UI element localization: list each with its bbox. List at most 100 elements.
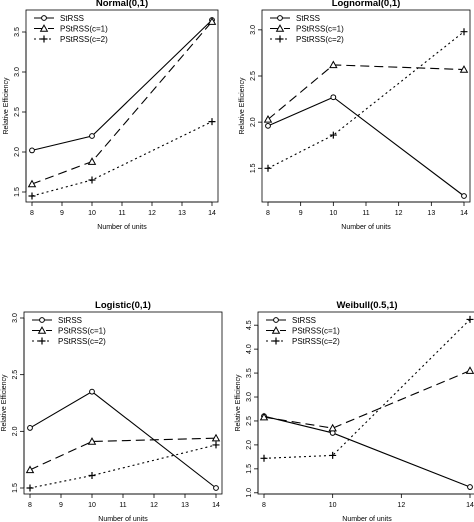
data-point: [89, 133, 95, 139]
data-point: [87, 157, 97, 165]
y-tick-label: 2.5: [246, 416, 253, 426]
chart-title: Logistic(0,1): [95, 300, 151, 311]
data-point: [465, 366, 474, 374]
data-point: [467, 484, 473, 490]
x-tick-label: 13: [181, 502, 189, 509]
legend-label: StRSS: [292, 316, 316, 325]
data-point: [329, 451, 337, 459]
data-point: [259, 412, 269, 421]
legend-label: StRSS: [296, 14, 320, 23]
series-2: [27, 17, 217, 188]
legend-label: PStRSS(c=2): [58, 337, 106, 346]
data-point: [260, 454, 268, 462]
y-tick-label: 3.0: [246, 392, 253, 402]
data-point: [89, 388, 95, 395]
data-point: [28, 192, 36, 200]
legend-label: PStRSS(c=1): [60, 25, 108, 34]
x-tick-label: 14: [208, 210, 216, 217]
x-tick-label: 14: [466, 502, 474, 509]
chart-title: Lognormal(0,1): [332, 0, 401, 9]
legend-label: StRSS: [60, 14, 84, 23]
x-tick-label: 9: [59, 502, 63, 509]
series-line: [29, 444, 217, 489]
legend-label: PStRSS(c=1): [58, 327, 106, 336]
data-point: [26, 484, 34, 492]
x-axis-label: Number of units: [98, 516, 148, 522]
y-tick-label: 2.5: [14, 107, 21, 117]
data-point: [27, 179, 37, 188]
x-axis-label: Number of units: [342, 516, 392, 522]
x-tick-label: 10: [329, 502, 337, 509]
legend-label: StRSS: [58, 316, 82, 325]
data-point: [208, 118, 216, 126]
y-tick-label: 2.0: [14, 147, 21, 157]
series-line: [263, 415, 471, 488]
chart-panel-1: Normal(0,1) 8 9 10 11 12 13 14 Number of units 1.…: [3, 0, 219, 231]
plot-frame: [25, 9, 219, 203]
legend-marker: [40, 35, 48, 43]
chart-panel-3: Logistic(0,1) 8 9 10 11 12 13 14 Number of units…: [1, 300, 223, 522]
x-tick-label: 8: [266, 210, 270, 217]
series-3: [26, 441, 220, 492]
x-axis-label: Number of units: [341, 224, 391, 231]
series-line: [31, 121, 213, 197]
data-point: [25, 465, 35, 474]
series-2: [259, 366, 474, 432]
y-axis-label: Relative Efficiency: [1, 374, 8, 432]
x-axis-label: Number of units: [97, 224, 147, 231]
x-tick-label: 11: [119, 502, 126, 509]
series-1: [29, 17, 215, 154]
x-tick-label: 8: [262, 502, 266, 509]
x-tick-label: 8: [28, 502, 32, 509]
data-point: [213, 485, 219, 491]
series-2: [25, 433, 221, 474]
y-tick-label: 3.5: [14, 27, 21, 37]
legend-marker: [271, 326, 281, 334]
series-line: [267, 96, 465, 197]
series-1: [265, 94, 467, 199]
chart-panel-2: Lognormal(0,1) 8 9 10 11 12 13 14 Number of unit…: [239, 0, 471, 231]
x-tick-label: 11: [118, 210, 125, 217]
plot-frame: [261, 9, 471, 203]
legend-marker: [41, 15, 47, 21]
series-line: [29, 391, 217, 489]
legend-marker: [39, 24, 49, 32]
data-point: [328, 423, 337, 432]
data-point: [329, 60, 338, 69]
legend-marker: [39, 317, 45, 323]
data-point: [330, 94, 337, 101]
legend-marker: [272, 337, 280, 345]
data-point: [329, 131, 337, 139]
series-3: [260, 315, 474, 462]
data-point: [29, 147, 35, 154]
legend-marker: [277, 15, 283, 21]
x-tick-label: 14: [460, 210, 468, 217]
y-axis-label: Relative Efficiency: [239, 77, 246, 135]
data-point: [461, 193, 467, 199]
y-tick-label: 3.0: [12, 313, 19, 323]
y-tick-label: 3.0: [14, 67, 21, 77]
series-line: [267, 31, 465, 169]
chart-title: Weibull(0.5,1): [336, 300, 397, 311]
legend-marker: [275, 24, 285, 32]
data-point: [207, 17, 217, 25]
series-3: [264, 28, 468, 172]
series-3: [28, 118, 216, 200]
legend: StRSS PStRSS(c=1)PStRSS(c=2): [32, 316, 106, 346]
data-point: [212, 441, 220, 449]
data-point: [466, 315, 474, 323]
legend-label: PStRSS(c=1): [292, 327, 340, 336]
data-point: [265, 122, 271, 129]
legend-marker: [273, 317, 279, 323]
data-point: [460, 28, 468, 36]
legend-label: PStRSS(c=2): [296, 35, 344, 44]
chart-panel-4: Weibull(0.5,1) 8 10 12 14 Number of units 1.0 1…: [235, 300, 474, 522]
y-tick-label: 2.5: [12, 370, 19, 380]
data-point: [211, 433, 221, 442]
y-tick-label: 2.0: [12, 426, 19, 436]
data-point: [88, 176, 96, 184]
x-tick-label: 9: [60, 210, 64, 217]
y-axis-label: Relative Efficiency: [235, 374, 242, 432]
x-tick-label: 14: [212, 502, 220, 509]
legend-label: PStRSS(c=2): [292, 337, 340, 346]
